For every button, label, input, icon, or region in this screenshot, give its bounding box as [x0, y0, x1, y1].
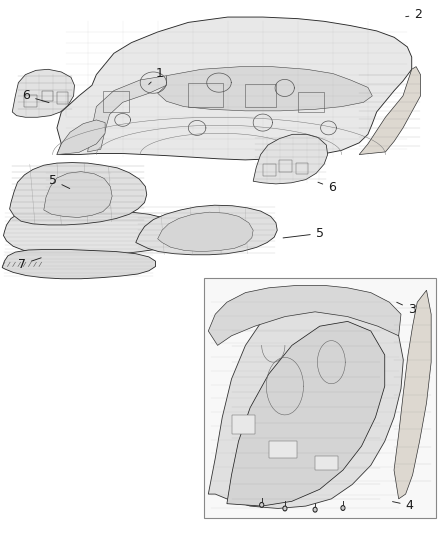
Circle shape	[341, 506, 345, 510]
Polygon shape	[12, 69, 74, 117]
Bar	[315, 456, 338, 470]
Bar	[245, 84, 276, 107]
Polygon shape	[394, 290, 431, 499]
Polygon shape	[88, 76, 166, 152]
Polygon shape	[57, 120, 105, 155]
Polygon shape	[359, 67, 420, 155]
Text: 6: 6	[22, 90, 49, 103]
Circle shape	[260, 503, 264, 507]
Bar	[42, 91, 53, 101]
Text: 5: 5	[283, 227, 324, 240]
Bar	[188, 83, 223, 107]
Polygon shape	[158, 212, 253, 252]
Polygon shape	[227, 321, 385, 506]
Bar	[103, 91, 129, 112]
Polygon shape	[136, 205, 277, 255]
Bar	[204, 278, 436, 518]
Text: 5: 5	[49, 174, 70, 189]
Bar	[232, 415, 255, 434]
Polygon shape	[208, 286, 401, 345]
Polygon shape	[253, 134, 328, 184]
Polygon shape	[4, 210, 182, 256]
Bar	[268, 441, 297, 458]
Polygon shape	[2, 249, 155, 279]
Text: 1: 1	[149, 67, 164, 84]
Text: 3: 3	[397, 302, 416, 316]
Bar	[57, 92, 68, 104]
Bar	[298, 92, 324, 112]
Circle shape	[313, 507, 317, 512]
Circle shape	[283, 506, 287, 511]
Polygon shape	[208, 293, 403, 508]
Bar	[24, 95, 37, 107]
Bar	[296, 163, 308, 174]
Polygon shape	[158, 67, 372, 111]
Text: 2: 2	[406, 9, 422, 21]
Circle shape	[284, 507, 286, 510]
Circle shape	[342, 507, 344, 509]
Text: 6: 6	[318, 181, 336, 194]
Polygon shape	[57, 17, 412, 160]
Text: 4: 4	[392, 499, 413, 512]
Bar	[279, 160, 292, 172]
Circle shape	[314, 508, 316, 511]
Circle shape	[261, 504, 263, 506]
Polygon shape	[10, 163, 147, 225]
Polygon shape	[44, 172, 112, 217]
Text: 7: 7	[18, 258, 41, 271]
Bar	[263, 164, 276, 176]
